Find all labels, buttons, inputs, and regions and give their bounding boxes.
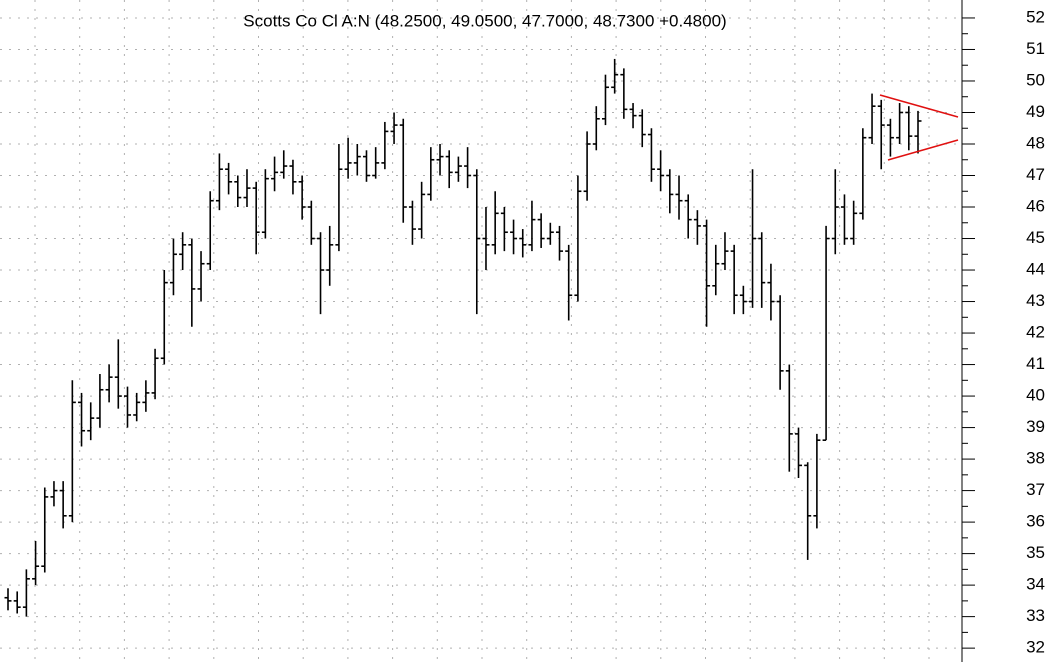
y-tick-label: 43: [1026, 291, 1045, 310]
y-tick-label: 40: [1026, 386, 1045, 405]
y-tick-label: 33: [1026, 606, 1045, 625]
y-tick-label: 35: [1026, 543, 1045, 562]
y-tick-label: 44: [1026, 260, 1045, 279]
bars: [4, 58, 922, 617]
y-tick-label: 49: [1026, 102, 1045, 121]
y-tick-label: 41: [1026, 354, 1045, 373]
y-tick-label: 46: [1026, 196, 1045, 215]
y-tick-label: 38: [1026, 449, 1045, 468]
y-tick-label: 36: [1026, 512, 1045, 531]
y-tick-label: 37: [1026, 480, 1045, 499]
y-tick-label: 47: [1026, 165, 1045, 184]
y-tick-label: 52: [1026, 7, 1045, 26]
chart-title: Scotts Co Cl A:N (48.2500, 49.0500, 47.7…: [243, 11, 726, 30]
grid: [0, 0, 962, 662]
y-tick-label: 45: [1026, 228, 1045, 247]
y-tick-label: 34: [1026, 575, 1045, 594]
y-tick-label: 50: [1026, 70, 1045, 89]
y-tick-label: 51: [1026, 39, 1045, 58]
y-tick-label: 42: [1026, 323, 1045, 342]
y-tick-label: 48: [1026, 133, 1045, 152]
trendline-upper: [879, 94, 959, 118]
y-axis-ticks: 32 33 34 35 36 37 38 39 40 41 42 43 44 45 46 47 48 49 50 51…: [962, 7, 1045, 657]
trendline-lower: [887, 139, 959, 161]
y-tick-label: 32: [1026, 638, 1045, 657]
y-tick-label: 39: [1026, 417, 1045, 436]
